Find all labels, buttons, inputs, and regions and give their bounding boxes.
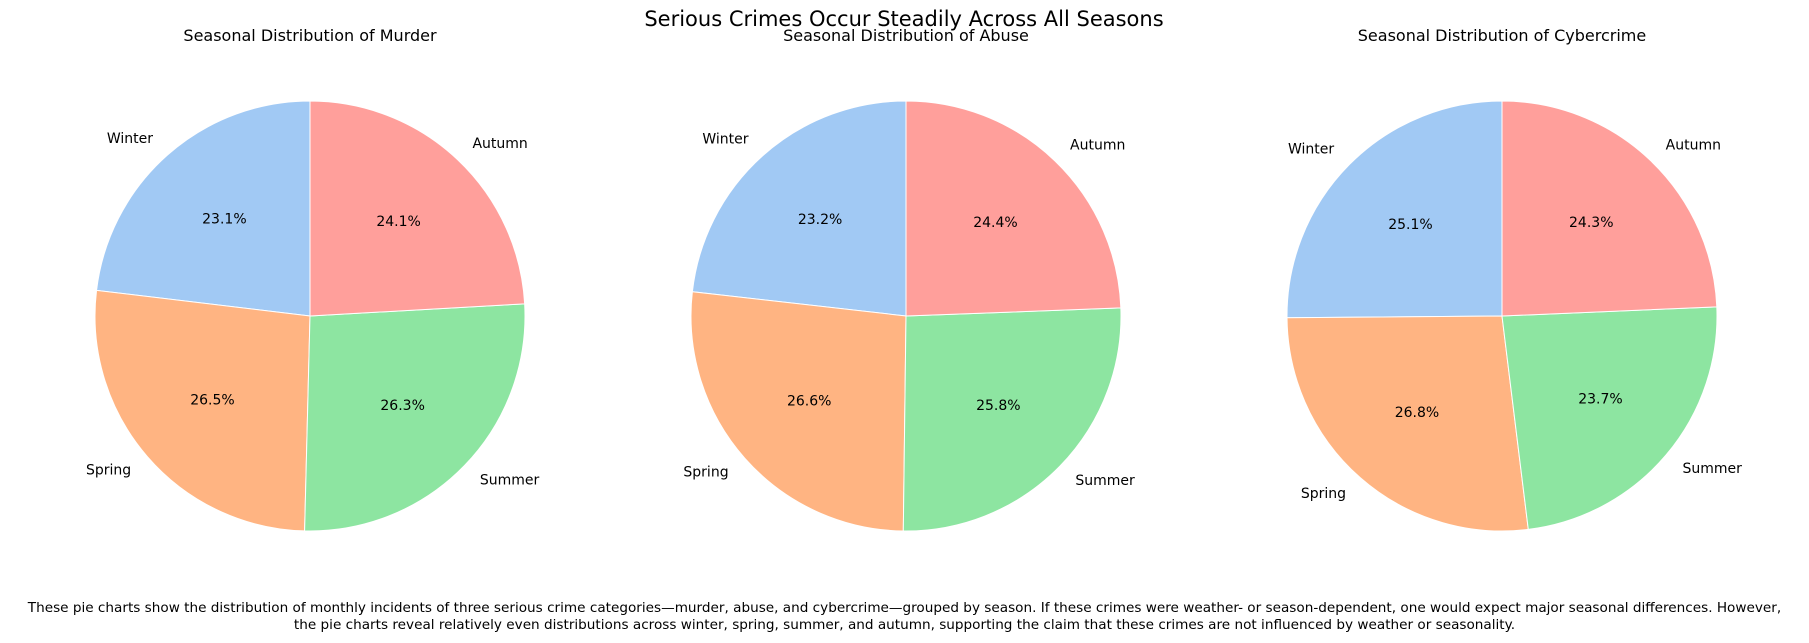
slice-label-autumn: Autumn xyxy=(472,136,527,152)
caption-line-1: These pie charts show the distribution o… xyxy=(27,600,1782,616)
chart-title: Seasonal Distribution of Abuse xyxy=(783,26,1029,45)
pie-charts: Seasonal Distribution of Murder Winter 23.… xyxy=(86,26,1742,532)
percent-label-autumn: 24.4% xyxy=(973,215,1017,231)
percent-label-summer: 23.7% xyxy=(1578,391,1622,407)
percent-label-spring: 26.6% xyxy=(787,393,831,409)
percent-label-spring: 26.8% xyxy=(1395,405,1439,421)
pie-slice-spring xyxy=(94,289,311,532)
slice-label-summer: Summer xyxy=(1682,461,1742,477)
pie-slice-spring xyxy=(690,291,907,532)
chart-title: Seasonal Distribution of Cybercrime xyxy=(1358,26,1646,45)
slice-label-winter: Winter xyxy=(702,132,748,148)
pie-slice-winter xyxy=(691,100,907,317)
pie-slice-winter xyxy=(1286,100,1503,319)
slice-label-spring: Spring xyxy=(683,464,728,480)
percent-label-winter: 23.2% xyxy=(798,212,842,228)
pie-slice-summer xyxy=(1501,306,1718,530)
pie-slice-autumn xyxy=(309,100,526,317)
percent-label-autumn: 24.1% xyxy=(376,214,420,230)
pie-slice-winter xyxy=(95,100,311,317)
pie-slice-autumn xyxy=(905,100,1122,317)
pie-slice-autumn xyxy=(1501,100,1718,317)
pie-chart-3: Seasonal Distribution of Cybercrime Winte… xyxy=(1286,26,1742,532)
slice-label-spring: Spring xyxy=(1301,486,1346,502)
figure-caption: These pie charts show the distribution o… xyxy=(0,600,1809,634)
pie-slice-summer xyxy=(902,307,1122,532)
pie-chart-1: Seasonal Distribution of Murder Winter 23.… xyxy=(86,26,540,532)
percent-label-autumn: 24.3% xyxy=(1569,215,1613,231)
slice-label-winter: Winter xyxy=(107,131,153,147)
slice-label-summer: Summer xyxy=(480,473,540,489)
slice-label-autumn: Autumn xyxy=(1070,138,1125,154)
percent-label-summer: 26.3% xyxy=(380,398,424,414)
figure-title: Serious Crimes Occur Steadily Across All… xyxy=(644,7,1163,31)
slice-label-spring: Spring xyxy=(86,463,131,479)
pie-chart-2: Seasonal Distribution of Abuse Winter 23.2… xyxy=(683,26,1135,532)
slice-label-winter: Winter xyxy=(1288,141,1334,157)
pie-slice-summer xyxy=(304,303,526,532)
caption-line-2: the pie charts reveal relatively even di… xyxy=(293,617,1516,633)
chart-title: Seasonal Distribution of Murder xyxy=(183,26,437,45)
percent-label-spring: 26.5% xyxy=(190,392,234,408)
pie-slice-spring xyxy=(1286,315,1529,532)
percent-label-summer: 25.8% xyxy=(976,398,1020,414)
percent-label-winter: 25.1% xyxy=(1388,217,1432,233)
slice-label-summer: Summer xyxy=(1075,473,1135,489)
percent-label-winter: 23.1% xyxy=(202,212,246,228)
slice-label-autumn: Autumn xyxy=(1666,137,1721,153)
